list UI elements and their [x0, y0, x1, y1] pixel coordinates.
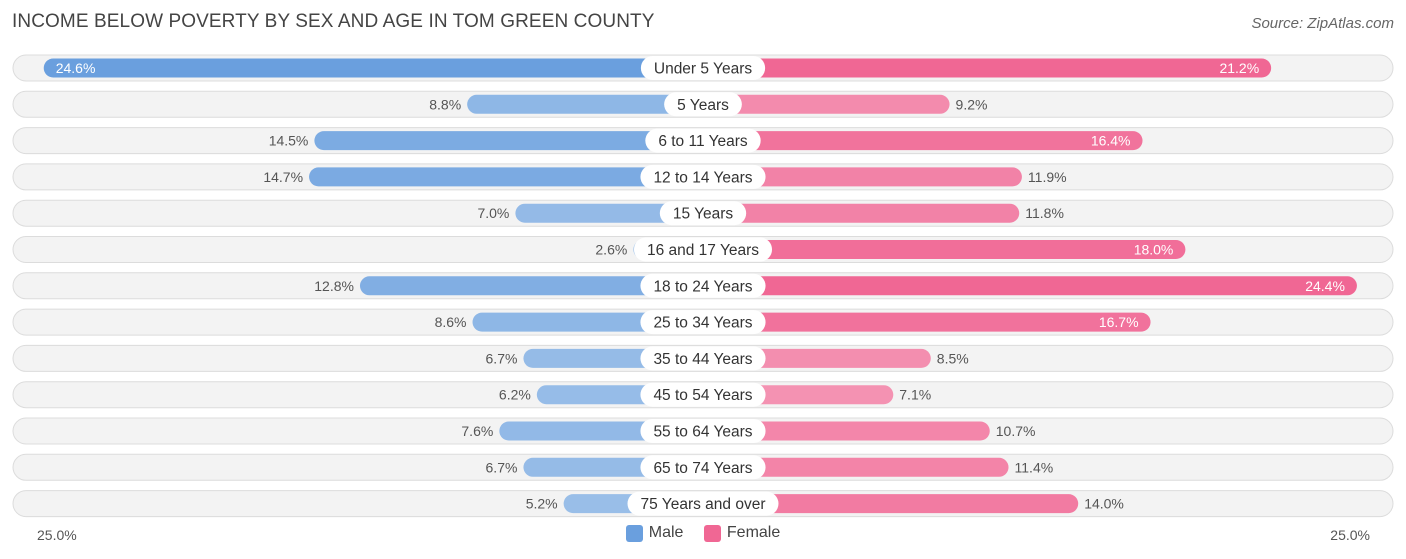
category-pill [640, 164, 766, 189]
male-value-label: 8.8% [429, 96, 461, 112]
female-value-label: 11.4% [1015, 459, 1054, 475]
legend-swatch-female [703, 524, 721, 542]
female-value-label: 11.8% [1025, 205, 1064, 221]
male-bar[interactable] [309, 167, 703, 187]
source-label: Source: ZipAtlas.com [1251, 15, 1394, 32]
axis-left-label: 25.0% [37, 527, 77, 543]
male-value-label: 6.2% [499, 387, 531, 403]
female-bar[interactable] [703, 312, 1151, 332]
female-value-label: 14.0% [1084, 496, 1124, 512]
female-value-label: 16.7% [1099, 314, 1139, 330]
category-label: 5 Years [677, 97, 729, 114]
category-pill [640, 382, 766, 407]
female-bar[interactable] [703, 494, 1079, 514]
category-pill [627, 491, 779, 516]
legend-item-female[interactable]: Female [703, 524, 781, 542]
legend-label-female: Female [726, 524, 781, 541]
female-bar[interactable] [703, 167, 1022, 187]
category-label: 65 to 74 Years [653, 460, 752, 477]
male-bar[interactable] [359, 276, 703, 296]
male-value-label: 12.8% [314, 278, 354, 294]
category-pill [640, 419, 766, 443]
category-label: 55 to 64 Years [653, 424, 752, 441]
category-label: 45 to 54 Years [653, 387, 752, 404]
axis-right-label: 25.0% [1330, 527, 1370, 543]
male-value-label: 8.6% [435, 314, 467, 330]
category-pill [659, 201, 747, 226]
female-value-label: 8.5% [937, 350, 969, 366]
category-pill [640, 346, 766, 371]
category-label: 16 and 17 Years [647, 242, 759, 259]
category-label: 18 to 24 Years [653, 278, 752, 295]
male-bar[interactable] [515, 203, 703, 223]
male-value-label: 14.5% [269, 133, 309, 149]
category-pill [664, 92, 742, 117]
female-value-label: 24.4% [1305, 278, 1345, 294]
chart-title: INCOME BELOW POVERTY BY SEX AND AGE IN T… [12, 11, 655, 32]
female-value-label: 10.7% [996, 423, 1036, 439]
female-bar[interactable] [703, 58, 1272, 78]
female-bar[interactable] [703, 203, 1020, 223]
male-value-label: 14.7% [263, 169, 303, 185]
legend-label-male: Male [648, 524, 684, 541]
female-value-label: 9.2% [956, 96, 988, 112]
female-bar[interactable] [703, 131, 1143, 151]
male-value-label: 6.7% [486, 459, 518, 475]
category-label: 12 to 14 Years [653, 169, 752, 186]
chart-plot: 24.6% 21.2% Under 5 Years 8.8% 9.2% 5 Years 14… [12, 54, 1394, 518]
female-value-label: 7.1% [899, 387, 931, 403]
female-bar[interactable] [703, 421, 990, 441]
legend: Male Female [0, 524, 1406, 547]
category-pill [640, 273, 766, 298]
male-bar[interactable] [314, 131, 703, 151]
category-label: 75 Years and over [641, 496, 766, 513]
female-value-label: 21.2% [1219, 60, 1259, 76]
male-value-label: 7.0% [477, 205, 509, 221]
female-bar[interactable] [703, 457, 1009, 477]
category-label: Under 5 Years [654, 61, 752, 78]
category-label: 6 to 11 Years [658, 133, 748, 150]
category-pill [640, 455, 766, 480]
male-bar[interactable] [467, 94, 703, 114]
male-value-label: 2.6% [595, 242, 627, 258]
male-value-label: 24.6% [56, 60, 96, 76]
female-bar[interactable] [703, 240, 1186, 259]
male-value-label: 5.2% [526, 496, 558, 512]
male-bar[interactable] [43, 58, 704, 78]
male-value-label: 6.7% [486, 350, 518, 366]
legend-swatch-male [625, 524, 643, 542]
female-value-label: 18.0% [1134, 242, 1174, 258]
legend-item-male[interactable]: Male [625, 524, 684, 542]
female-value-label: 16.4% [1091, 133, 1131, 149]
category-label: 35 to 44 Years [653, 351, 752, 368]
category-label: 15 Years [673, 206, 734, 223]
category-label: 25 to 34 Years [653, 315, 752, 332]
category-pill [633, 237, 773, 262]
female-bar[interactable] [703, 276, 1357, 296]
female-bar[interactable] [703, 94, 950, 114]
category-pill [640, 310, 766, 335]
male-value-label: 7.6% [461, 423, 493, 439]
female-value-label: 11.9% [1028, 169, 1067, 185]
category-pill [645, 128, 761, 153]
category-pill [640, 56, 766, 80]
